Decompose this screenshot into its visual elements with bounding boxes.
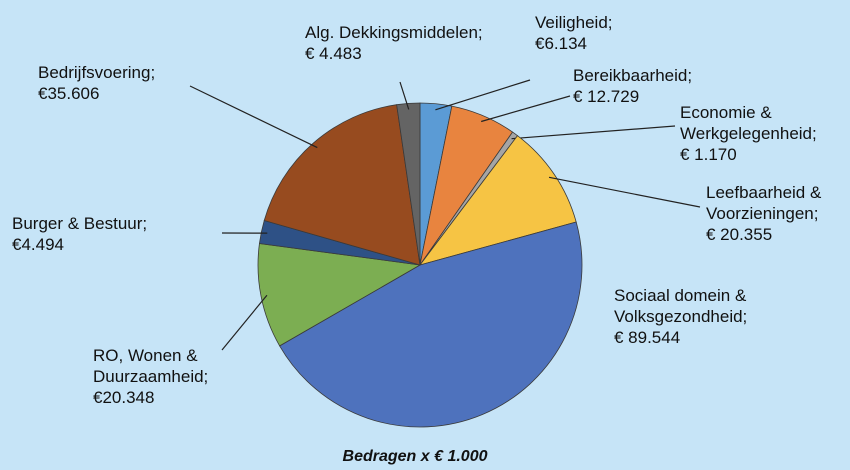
category-label: Sociaal domein & Volksgezondheid; [614, 286, 748, 326]
leader-line [189, 85, 318, 149]
leader-line [548, 176, 701, 208]
slice-label: Veiligheid; €6.134 [535, 12, 645, 54]
slice-label: Bedrijfsvoering; €35.606 [38, 62, 198, 104]
slice-label: Bereikbaarheid; € 12.729 [573, 65, 703, 107]
category-label: RO, Wonen & Duurzaamheid; [93, 346, 209, 386]
category-label: Alg. Dekkingsmiddelen; [305, 23, 483, 42]
slice-label: RO, Wonen & Duurzaamheid; €20.348 [93, 345, 228, 408]
value-label: € 12.729 [573, 87, 640, 106]
value-label: €35.606 [38, 84, 100, 103]
pie-slice [257, 243, 422, 347]
pie-slice [279, 221, 583, 428]
category-label: Bedrijfsvoering; [38, 63, 156, 82]
category-label: Economie & Werkgelegenheid; [680, 103, 817, 143]
leader-line [511, 125, 676, 140]
leader-line [221, 294, 268, 351]
category-label: Veiligheid; [535, 13, 613, 32]
slice-label: Economie & Werkgelegenheid; € 1.170 [680, 102, 845, 165]
chart-note: Bedragen x € 1.000 [342, 448, 488, 465]
value-label: € 20.355 [706, 225, 773, 244]
category-label: Bereikbaarheid; [573, 66, 693, 85]
slice-label: Alg. Dekkingsmiddelen; € 4.483 [305, 22, 485, 64]
value-label: €6.134 [535, 34, 587, 53]
leader-line [399, 81, 410, 110]
slice-label: Burger & Bestuur; €4.494 [12, 213, 222, 255]
category-label: Leefbaarheid & Voorzieningen; [706, 183, 822, 223]
leader-line [481, 95, 571, 123]
value-label: €4.494 [12, 235, 64, 254]
value-label: €20.348 [93, 388, 155, 407]
value-label: € 1.170 [680, 145, 737, 164]
category-label: Burger & Bestuur; [12, 214, 148, 233]
pie-slice [396, 102, 421, 266]
value-label: € 4.483 [305, 44, 362, 63]
slice-label: Sociaal domein & Volksgezondheid; € 89.54… [614, 285, 784, 348]
leader-line [435, 79, 531, 111]
pie-slice [263, 104, 421, 266]
value-label: € 89.544 [614, 328, 681, 347]
slice-label: Leefbaarheid & Voorzieningen; € 20.355 [706, 182, 846, 245]
